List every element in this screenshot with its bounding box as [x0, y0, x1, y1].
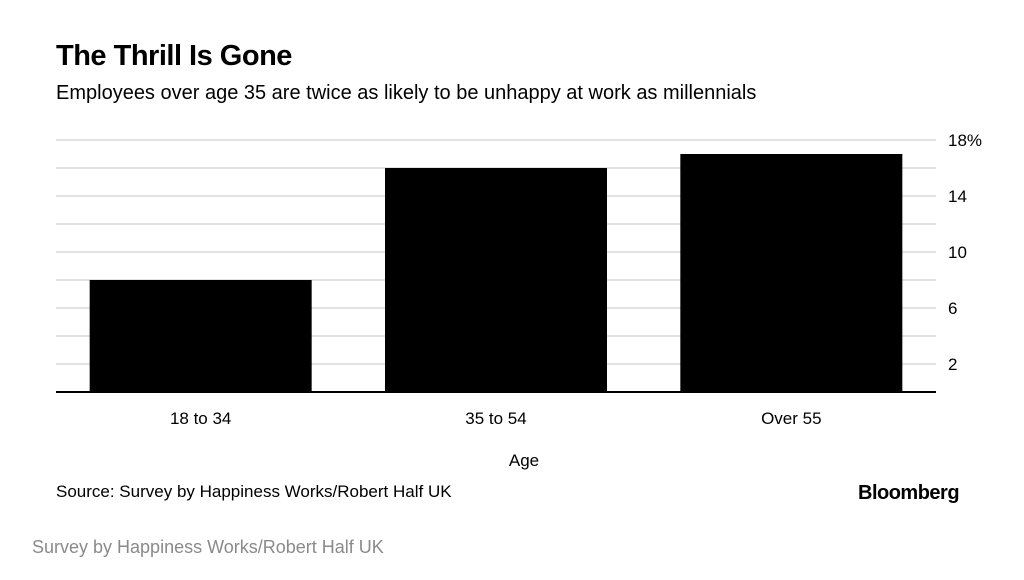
y-tick-label: 18%: [948, 131, 982, 150]
x-tick-label: 35 to 54: [465, 409, 526, 428]
y-tick-label: 6: [948, 299, 957, 318]
x-axis-label: Age: [509, 451, 539, 470]
chart-title: The Thrill Is Gone: [56, 40, 292, 72]
bar-chart: 18 to 34 35 to 54 Over 55 2 6 10 14 18% Age: [56, 131, 982, 470]
source-note: Source: Survey by Happiness Works/Robert…: [56, 482, 452, 501]
y-tick-label: 2: [948, 355, 957, 374]
bloomberg-logo: Bloomberg: [858, 482, 960, 504]
y-tick-labels: 2 6 10 14 18%: [948, 131, 982, 374]
x-tick-labels: 18 to 34 35 to 54 Over 55: [170, 409, 822, 428]
bar-over-55: [680, 154, 903, 392]
chart-subtitle: Employees over age 35 are twice as likel…: [56, 82, 757, 104]
y-tick-label: 14: [948, 187, 967, 206]
y-tick-label: 10: [948, 243, 967, 262]
bar-35-to-54: [385, 168, 607, 392]
x-tick-label: Over 55: [761, 409, 821, 428]
image-caption: Survey by Happiness Works/Robert Half UK: [32, 537, 384, 557]
x-tick-label: 18 to 34: [170, 409, 231, 428]
bars: [89, 154, 903, 392]
bar-18-to-34: [89, 280, 312, 392]
